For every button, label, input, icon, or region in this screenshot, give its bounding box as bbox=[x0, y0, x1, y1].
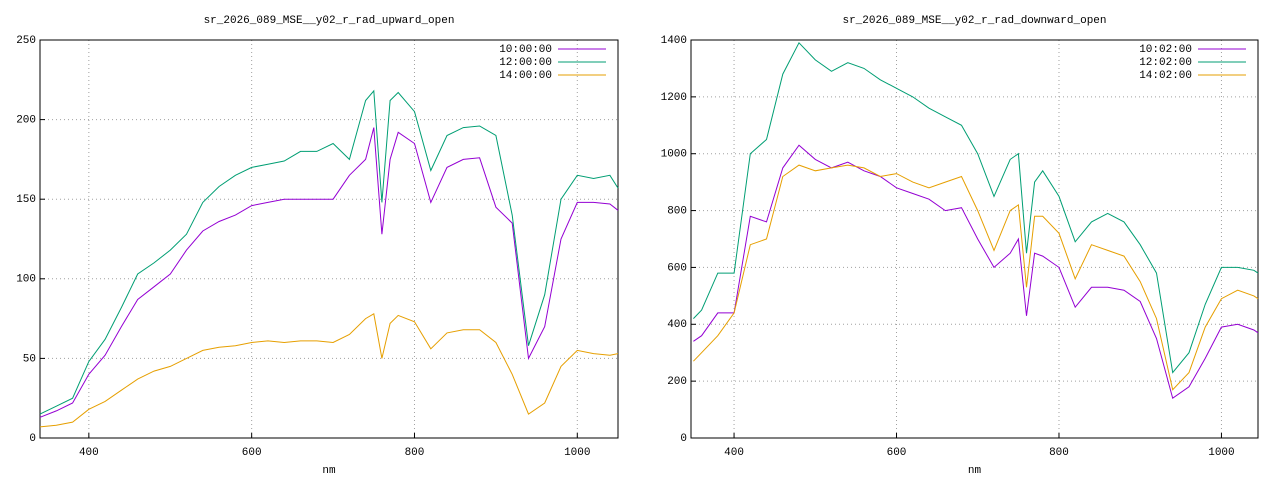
y-tick-label: 200 bbox=[16, 115, 36, 127]
data-line bbox=[39, 127, 619, 418]
y-tick-label: 600 bbox=[667, 262, 687, 274]
data-line bbox=[693, 41, 1259, 374]
y-tick-label: 50 bbox=[23, 353, 36, 365]
y-tick-label: 1000 bbox=[661, 149, 687, 161]
data-line bbox=[693, 144, 1259, 400]
chart-title: sr_2026_089_MSE__y02_r_rad_downward_open bbox=[842, 15, 1106, 27]
legend-label: 10:02:00 bbox=[1139, 44, 1192, 56]
x-tick-label: 600 bbox=[242, 447, 262, 459]
plot-frame bbox=[690, 39, 1259, 439]
data-line bbox=[39, 89, 619, 415]
x-tick-label: 400 bbox=[724, 447, 744, 459]
plot-frame bbox=[39, 39, 619, 439]
plot: sr_2026_089_MSE__y02_r_rad_upward_opennm… bbox=[16, 15, 619, 477]
data-line bbox=[39, 313, 619, 428]
x-tick-label: 400 bbox=[79, 447, 99, 459]
y-tick-label: 0 bbox=[680, 433, 687, 445]
x-tick-label: 600 bbox=[887, 447, 907, 459]
y-tick-label: 1400 bbox=[661, 35, 687, 47]
y-tick-label: 100 bbox=[16, 274, 36, 286]
x-axis-label: nm bbox=[322, 465, 336, 477]
legend-label: 12:00:00 bbox=[499, 57, 552, 69]
y-tick-label: 0 bbox=[29, 433, 36, 445]
x-tick-label: 1000 bbox=[1208, 447, 1234, 459]
y-tick-label: 1200 bbox=[661, 92, 687, 104]
plot: sr_2026_089_MSE__y02_r_rad_downward_open… bbox=[661, 15, 1259, 477]
x-tick-label: 800 bbox=[1049, 447, 1069, 459]
legend-label: 10:00:00 bbox=[499, 44, 552, 56]
data-line bbox=[693, 164, 1259, 391]
x-tick-label: 1000 bbox=[564, 447, 590, 459]
x-axis-label: nm bbox=[968, 465, 982, 477]
y-tick-label: 250 bbox=[16, 35, 36, 47]
y-tick-label: 800 bbox=[667, 205, 687, 217]
y-tick-label: 400 bbox=[667, 319, 687, 331]
legend-label: 14:00:00 bbox=[499, 70, 552, 82]
legend-label: 12:02:00 bbox=[1139, 57, 1192, 69]
legend-label: 14:02:00 bbox=[1139, 70, 1192, 82]
y-tick-label: 200 bbox=[667, 376, 687, 388]
y-tick-label: 150 bbox=[16, 194, 36, 206]
x-tick-label: 800 bbox=[405, 447, 425, 459]
chart-title: sr_2026_089_MSE__y02_r_rad_upward_open bbox=[204, 15, 455, 27]
